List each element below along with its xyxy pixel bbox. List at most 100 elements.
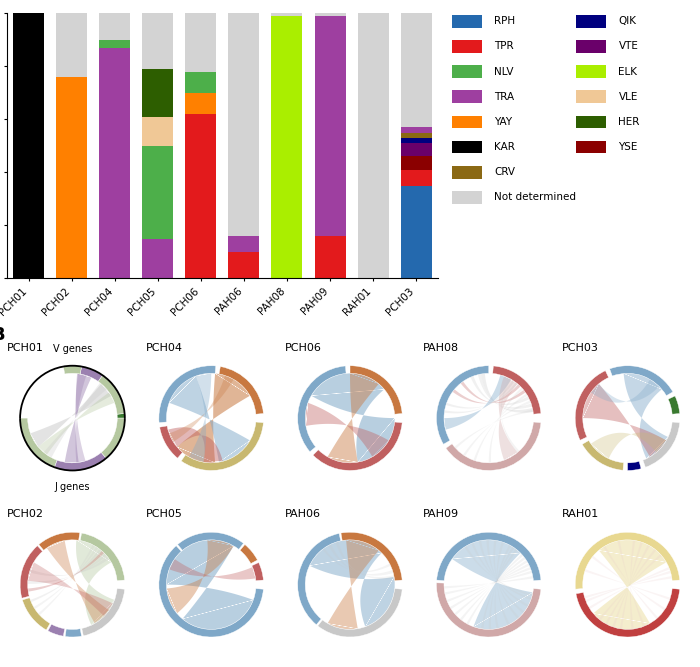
FancyBboxPatch shape [576, 65, 606, 78]
Wedge shape [65, 629, 82, 637]
Polygon shape [38, 545, 95, 615]
Polygon shape [30, 384, 111, 447]
Bar [314, 16, 346, 236]
Polygon shape [499, 376, 517, 460]
Wedge shape [20, 546, 43, 598]
Polygon shape [624, 374, 668, 459]
Wedge shape [159, 366, 216, 423]
Circle shape [583, 540, 672, 630]
Text: PCH05: PCH05 [146, 509, 183, 519]
Polygon shape [591, 380, 659, 403]
Polygon shape [497, 542, 510, 625]
Wedge shape [160, 426, 183, 458]
Polygon shape [473, 394, 528, 461]
Bar [400, 143, 432, 156]
Circle shape [305, 374, 395, 463]
Polygon shape [169, 559, 256, 580]
Wedge shape [252, 562, 263, 581]
Wedge shape [668, 396, 680, 414]
Bar [142, 13, 174, 69]
Polygon shape [305, 403, 388, 457]
FancyBboxPatch shape [452, 166, 482, 179]
Text: QIK: QIK [619, 16, 636, 26]
Polygon shape [168, 428, 223, 463]
Text: VLE: VLE [619, 92, 638, 102]
Polygon shape [328, 374, 379, 463]
Wedge shape [436, 366, 489, 444]
Wedge shape [575, 371, 608, 440]
Polygon shape [323, 548, 391, 572]
Polygon shape [76, 540, 115, 625]
FancyBboxPatch shape [452, 191, 482, 204]
Polygon shape [450, 564, 529, 609]
Wedge shape [82, 588, 125, 636]
Wedge shape [298, 534, 341, 625]
Polygon shape [446, 382, 517, 408]
Bar [400, 138, 432, 143]
Text: PAH06: PAH06 [284, 509, 321, 519]
Bar [400, 13, 432, 127]
Polygon shape [177, 374, 250, 463]
Polygon shape [617, 540, 645, 627]
Bar [186, 93, 216, 114]
Bar [228, 13, 260, 236]
Text: PCH01: PCH01 [7, 343, 44, 353]
Polygon shape [593, 540, 666, 630]
Bar [13, 13, 44, 278]
Wedge shape [582, 440, 624, 470]
Circle shape [444, 540, 533, 630]
Polygon shape [312, 374, 395, 462]
Polygon shape [169, 376, 234, 442]
Polygon shape [494, 545, 511, 629]
Text: HER: HER [619, 117, 640, 127]
FancyBboxPatch shape [576, 91, 606, 103]
Polygon shape [64, 374, 92, 463]
Wedge shape [48, 624, 64, 636]
Wedge shape [102, 418, 125, 458]
Polygon shape [603, 546, 658, 619]
Bar [142, 117, 174, 146]
Polygon shape [501, 378, 519, 452]
Polygon shape [452, 384, 520, 404]
Wedge shape [240, 544, 258, 564]
Polygon shape [481, 549, 517, 629]
Text: YAY: YAY [494, 117, 512, 127]
Polygon shape [38, 392, 115, 455]
Polygon shape [464, 546, 533, 596]
Circle shape [583, 374, 672, 463]
Polygon shape [309, 540, 395, 627]
Polygon shape [167, 540, 253, 630]
Circle shape [28, 374, 117, 463]
FancyBboxPatch shape [576, 115, 606, 128]
Text: PCH02: PCH02 [7, 509, 44, 519]
Polygon shape [30, 549, 101, 602]
Polygon shape [444, 576, 533, 588]
Bar [358, 13, 388, 278]
Polygon shape [584, 570, 671, 600]
Wedge shape [55, 452, 106, 470]
Circle shape [305, 540, 395, 630]
Text: CRV: CRV [494, 167, 515, 177]
Text: J genes: J genes [55, 482, 90, 492]
Polygon shape [34, 547, 98, 609]
Bar [99, 40, 130, 48]
Polygon shape [189, 374, 211, 462]
Text: RAH01: RAH01 [562, 509, 599, 519]
Circle shape [28, 540, 117, 630]
Polygon shape [612, 545, 650, 628]
Bar [400, 156, 432, 169]
FancyBboxPatch shape [452, 40, 482, 53]
Polygon shape [328, 544, 393, 576]
Circle shape [167, 374, 256, 463]
Polygon shape [494, 540, 519, 619]
FancyBboxPatch shape [452, 65, 482, 78]
Wedge shape [318, 588, 402, 637]
Wedge shape [64, 366, 82, 374]
Polygon shape [489, 388, 523, 463]
Polygon shape [620, 542, 643, 629]
Bar [400, 169, 432, 185]
Polygon shape [583, 384, 666, 457]
Text: VTE: VTE [619, 41, 638, 51]
Wedge shape [610, 366, 673, 396]
Text: V genes: V genes [52, 344, 92, 354]
